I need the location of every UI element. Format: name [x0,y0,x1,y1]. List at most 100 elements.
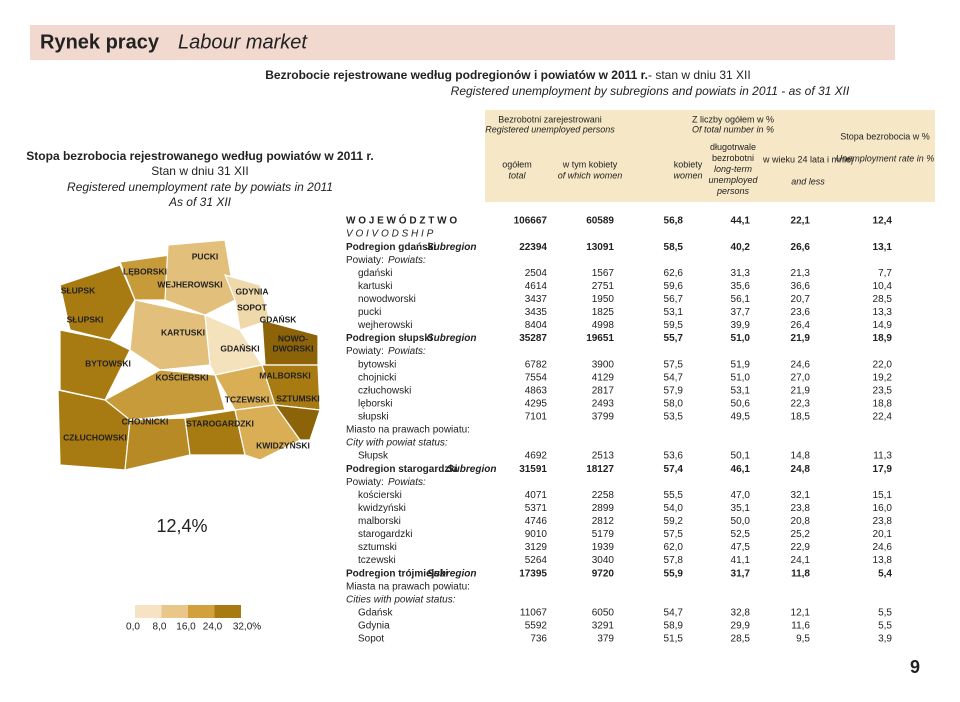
cell: 3437 [525,294,548,305]
map-label: DWORSKI [272,343,313,353]
row-label: Miasta na prawach powiatu: [346,581,470,592]
table-title-en: Registered unemployment by subregions an… [451,84,850,98]
cell: 7101 [525,412,548,423]
legend-swatch [135,605,162,618]
cell: 1825 [592,307,615,318]
cell: 18127 [586,464,614,475]
cell: 50,1 [731,451,751,462]
legend-tick: 8,0 [153,622,167,633]
cell: 10,4 [873,281,893,292]
cell: 16,0 [873,503,893,514]
cell: 58,9 [664,621,684,632]
cell: 6050 [592,607,615,618]
legend-swatch [214,605,241,618]
cell: 57,5 [664,529,684,540]
map-label: GDAŃSKI [220,343,259,353]
cell: 23,8 [873,516,893,527]
cell: 1939 [592,542,615,553]
cell: 5,5 [878,621,892,632]
header-line: bezrobotni [712,153,754,163]
cell: 5179 [592,529,615,540]
cell: 55,5 [664,490,684,501]
map-label: SŁUPSKI [67,314,104,324]
cell: 5371 [525,503,548,514]
header-line: długotrwale [710,142,756,152]
legend-tick: 0,0 [126,622,140,633]
legend-swatch [161,605,188,618]
cell: 14,9 [873,320,893,331]
legend-tick: 32,0% [233,622,261,633]
cell: 56,8 [664,216,684,227]
cell: 11,8 [791,568,810,579]
cell: 28,5 [873,294,893,305]
cell: 8404 [525,320,548,331]
map-subtitle: Stan w dniu 31 XII [151,164,248,178]
table-title: Bezrobocie rejestrowane według podregion… [265,68,648,82]
cell: 22394 [519,242,547,253]
cell: 40,2 [731,242,751,253]
column-header: Of total number in % [692,124,774,134]
cell: 17,9 [873,464,893,475]
column-header: długotrwale bezrobotni [710,142,756,163]
cell: 31591 [519,464,547,475]
cell: 32,8 [731,607,751,618]
map-label: CZŁUCHOWSKI [63,432,127,442]
cell: 25,2 [791,529,811,540]
cell: 26,6 [791,242,811,253]
map-label: LĘBORSKI [123,266,167,276]
row-label: pucki [358,307,381,318]
cell: 12,1 [791,607,811,618]
cell: 24,8 [791,464,811,475]
cell: 53,1 [731,385,751,396]
row-label: starogardzki [358,529,412,540]
row-label: kościerski [358,490,402,501]
cell: 3,9 [878,634,892,645]
cell: 22,3 [791,398,811,409]
cell: 44,1 [731,216,751,227]
map-label: GDYNIA [235,286,268,296]
row-label: Sopot [358,634,384,645]
cell: 22,0 [873,359,893,370]
cell: 31,3 [731,268,751,279]
row-label: kartuski [358,281,392,292]
cell: 57,4 [664,464,684,475]
map-label: SZTUMSKI [276,393,319,403]
cell: 31,7 [731,568,751,579]
row-label: lęborski [358,398,392,409]
column-header: Unemployment rate in % [836,153,935,163]
cell: 17395 [519,568,547,579]
cell: 11067 [520,607,548,618]
cell: 57,9 [664,385,684,396]
cell: 736 [530,634,547,645]
row-label: tczewski [358,555,396,566]
cell: 5,5 [878,607,892,618]
cell: 59,6 [664,281,684,292]
cell: 50,0 [731,516,751,527]
header-title-en: Labour market [178,31,308,53]
map-subtitle-en2: As of 31 XII [168,195,232,209]
cell: 60589 [586,216,614,227]
cell: 4746 [525,516,548,527]
cell: 53,5 [664,412,684,423]
header-line: unemployed [708,175,758,185]
cell: 35287 [519,333,547,344]
column-header: w wieku 24 lata i mniej [762,154,853,164]
region [129,299,211,371]
cell: 12,4 [873,216,893,227]
row-label: Podregion starogardzki [346,464,458,475]
row-label: sztumski [358,542,397,553]
cell: 5,4 [878,568,892,579]
cell: 13,8 [873,555,893,566]
cell: 24,1 [791,555,811,566]
column-header: Z liczby ogółem w % [692,114,774,124]
row-label: chojnicki [358,372,396,383]
map-label: NOWO- [278,333,308,343]
row-label: Podregion trójmiejski [346,568,448,579]
table-title-suffix: - stan w dniu 31 XII [648,68,751,82]
row-label-en: Powiats: [388,346,426,357]
cell: 3799 [592,412,615,423]
cell: 20,8 [791,516,811,527]
row-label: Powiaty: [346,477,384,488]
header-line: long-term [714,164,753,174]
cell: 57,8 [664,555,684,566]
